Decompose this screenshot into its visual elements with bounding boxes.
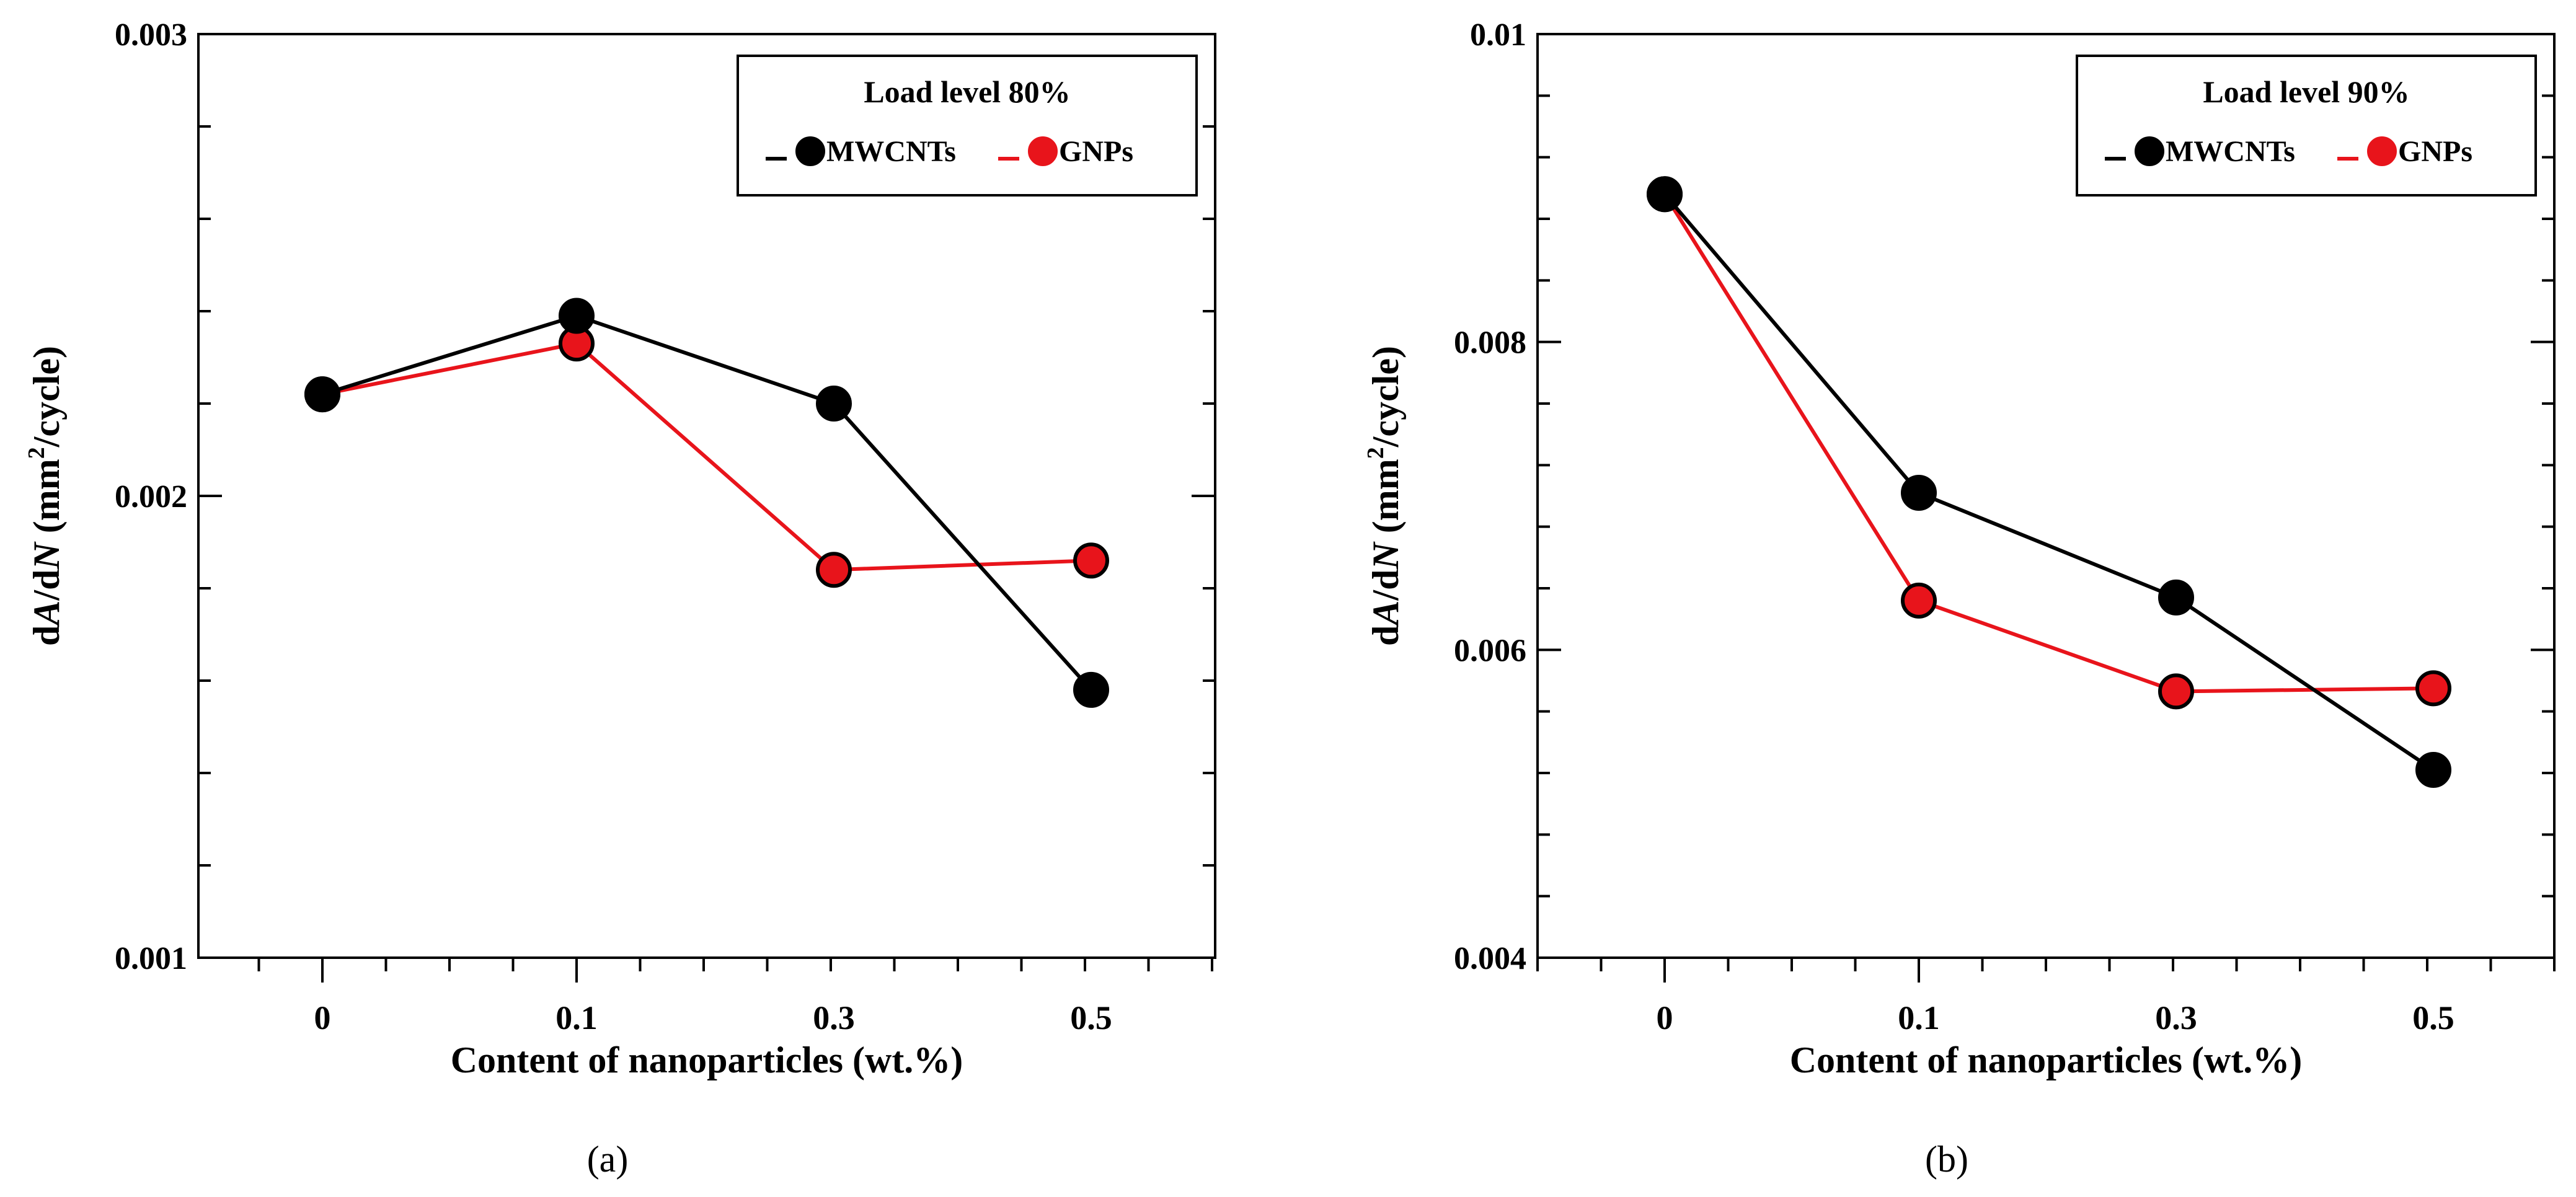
y-axis-label-sup: 2	[24, 447, 50, 459]
series-line-gnps	[1663, 193, 2434, 694]
x-axis-label: Content of nanoparticles (wt.%)	[1790, 1040, 2303, 1080]
y-axis-label-unit_post: /cycle)	[26, 346, 67, 448]
legend-marker-gnps	[2367, 136, 2397, 166]
legend-label-gnps: GNPs	[1059, 135, 1133, 168]
x-tick-label: 0	[314, 999, 331, 1036]
x-tick-label: 0.5	[2412, 999, 2454, 1036]
legend-box	[2076, 55, 2537, 197]
data-point-mwcnts	[1073, 671, 1109, 708]
y-axis-label-italic2: N	[1365, 541, 1406, 570]
data-point-mwcnts	[816, 386, 852, 422]
legend-marker-mwcnts	[795, 136, 825, 166]
legend-title: Load level 80%	[864, 74, 1070, 109]
y-axis-label: dA/dN (mm2/cycle)	[24, 346, 67, 646]
legend-label-mwcnts: MWCNTs	[2166, 135, 2295, 168]
series-line-mwcnts	[1663, 193, 2435, 772]
series-line-gnps	[322, 341, 1092, 572]
legend-box	[737, 55, 1198, 197]
x-tick-label: 0.5	[1070, 999, 1112, 1036]
data-point-gnps	[1901, 582, 1937, 619]
y-axis-label-unit_post: /cycle)	[1365, 346, 1406, 448]
data-point-gnps	[816, 552, 852, 588]
y-axis-label-sup: 2	[1363, 447, 1389, 459]
panel-label: (a)	[587, 1139, 629, 1180]
y-axis-label-unit_pre: (mm	[1365, 459, 1406, 542]
panel-label: (b)	[1925, 1139, 1968, 1180]
y-tick-label: 0.004	[1454, 941, 1526, 976]
x-tick-label: 0.3	[2155, 999, 2197, 1036]
y-axis-label-unit_pre: (mm	[26, 459, 67, 542]
y-axis-label-prefix: d	[26, 625, 67, 646]
y-axis-label-mid: /d	[26, 570, 67, 601]
data-point-mwcnts	[1901, 475, 1937, 511]
y-axis-label-prefix: d	[1365, 625, 1406, 646]
legend-label-gnps: GNPs	[2398, 135, 2472, 168]
data-point-gnps	[2415, 670, 2451, 707]
y-axis-label-mid: /d	[1365, 570, 1406, 601]
data-point-gnps	[2158, 673, 2194, 710]
y-axis-label-italic1: A	[1365, 601, 1406, 628]
legend-label-mwcnts: MWCNTs	[826, 135, 956, 168]
chart-panel-a: 0.001 0.002 0.003 0 0.1 0.3 0.5 Content of nano…	[24, 17, 1216, 1180]
data-point-mwcnts	[559, 298, 595, 334]
y-tick-label: 0.003	[115, 17, 187, 53]
x-axis-label: Content of nanoparticles (wt.%)	[451, 1040, 963, 1080]
legend-marker-gnps	[1028, 136, 1058, 166]
data-point-mwcnts	[2415, 752, 2451, 788]
data-point-mwcnts	[304, 376, 340, 413]
series-line-mwcnts	[322, 314, 1093, 691]
y-tick-label: 0.001	[115, 941, 187, 976]
x-tick-label: 0.1	[1898, 999, 1940, 1036]
y-axis-label-italic1: A	[26, 601, 67, 628]
y-axis-label-italic2: N	[26, 541, 67, 570]
y-tick-label: 0.008	[1454, 325, 1526, 361]
x-tick-label: 0.1	[555, 999, 598, 1036]
data-point-mwcnts	[1647, 176, 1683, 213]
y-tick-label: 0.006	[1454, 633, 1526, 668]
x-tick-label: 0	[1657, 999, 1673, 1036]
y-axis-label: dA/dN (mm2/cycle)	[1363, 346, 1406, 646]
x-tick-label: 0.3	[813, 999, 855, 1036]
chart-panel-b: 0.004 0.006 0.008 0.01 0 0.1 0.3 0.5 Content of …	[1363, 17, 2556, 1180]
legend-marker-mwcnts	[2135, 136, 2164, 166]
data-point-mwcnts	[2158, 579, 2194, 616]
y-tick-label: 0.002	[115, 479, 187, 515]
legend-title: Load level 90%	[2203, 74, 2409, 109]
y-tick-label: 0.01	[1470, 17, 1526, 53]
data-point-gnps	[1073, 542, 1109, 579]
